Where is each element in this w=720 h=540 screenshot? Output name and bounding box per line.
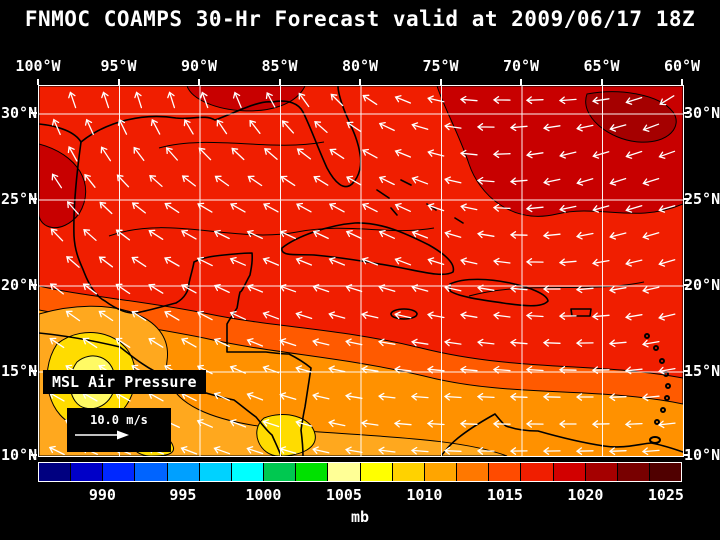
lon-label: 70°W bbox=[502, 57, 540, 75]
left-axis-ticks bbox=[31, 85, 37, 456]
hispaniola bbox=[449, 278, 549, 307]
latitude-axis-right: 30°N 25°N 20°N 15°N 10°N bbox=[684, 85, 720, 464]
axis-tick bbox=[359, 79, 361, 85]
colorbar-tick-labels: 990 995 1000 1005 1010 1015 1020 1025 bbox=[38, 486, 684, 504]
colorbar-segment bbox=[616, 463, 649, 481]
colorbar-segment bbox=[39, 463, 71, 481]
lat-label: 10°N bbox=[684, 446, 720, 464]
top-axis-ticks bbox=[37, 79, 683, 85]
axis-tick bbox=[198, 79, 200, 85]
colorbar-segment bbox=[456, 463, 489, 481]
colorbar-segment bbox=[263, 463, 296, 481]
lat-label: 15°N bbox=[1, 362, 38, 380]
axis-tick bbox=[31, 370, 37, 372]
colorbar-tick-label: 1000 bbox=[245, 486, 282, 504]
colorbar-segment bbox=[295, 463, 328, 481]
florida-coast bbox=[271, 86, 362, 188]
colorbar-tick-label: 1010 bbox=[406, 486, 443, 504]
axis-tick bbox=[683, 284, 689, 286]
pressure-map-figure bbox=[39, 86, 683, 456]
cuba bbox=[281, 222, 455, 276]
map-canvas: MSL Air Pressure 10.0 m/s bbox=[38, 85, 684, 457]
lat-label: 20°N bbox=[1, 276, 38, 294]
graticule-grid bbox=[39, 86, 683, 456]
axis-tick bbox=[31, 112, 37, 114]
axis-tick bbox=[683, 112, 689, 114]
axis-tick bbox=[600, 79, 603, 85]
colorbar-tick-label: 1005 bbox=[325, 486, 362, 504]
mexico-centralamerica-coast bbox=[73, 141, 312, 456]
colorbar-segment bbox=[359, 463, 392, 481]
colorbar-segment bbox=[230, 463, 264, 481]
axis-tick bbox=[683, 454, 689, 456]
latitude-axis-left: 30°N 25°N 20°N 15°N 10°N bbox=[1, 85, 38, 464]
lon-label: 60°W bbox=[663, 57, 701, 75]
colorbar-segment bbox=[520, 463, 553, 481]
axis-tick bbox=[31, 454, 37, 456]
lat-label: 25°N bbox=[684, 190, 720, 208]
axis-tick bbox=[439, 79, 442, 85]
colorbar-segment bbox=[648, 463, 682, 481]
axis-tick bbox=[37, 79, 39, 85]
isobar-contours bbox=[108, 141, 645, 297]
axis-tick bbox=[681, 79, 683, 85]
lon-label: 85°W bbox=[261, 57, 298, 75]
colorbar-segment bbox=[327, 463, 360, 481]
page-title: FNMOC COAMPS 30-Hr Forecast valid at 200… bbox=[24, 7, 696, 31]
colorbar-tick-label: 1015 bbox=[486, 486, 523, 504]
axis-tick bbox=[683, 370, 689, 372]
colorbar-segment bbox=[584, 463, 617, 481]
lon-label: 95°W bbox=[100, 57, 137, 75]
lon-label: 80°W bbox=[341, 57, 379, 75]
lat-label: 15°N bbox=[684, 362, 720, 380]
colorbar-segment bbox=[102, 463, 135, 481]
axis-tick bbox=[683, 198, 689, 200]
wind-scale-legend: 10.0 m/s bbox=[67, 408, 171, 452]
jamaica bbox=[390, 308, 418, 320]
colorbar-segment bbox=[391, 463, 424, 481]
puerto-rico bbox=[570, 308, 592, 317]
pressure-colorbar bbox=[38, 462, 682, 482]
lon-label: 100°W bbox=[15, 57, 61, 75]
field-label: MSL Air Pressure bbox=[43, 370, 206, 394]
axis-tick bbox=[117, 79, 120, 85]
lon-label: 75°W bbox=[422, 57, 459, 75]
lesser-antilles bbox=[644, 333, 671, 444]
colorbar-segment bbox=[423, 463, 457, 481]
wind-scale-arrow-icon bbox=[75, 430, 129, 440]
colorbar-segment bbox=[70, 463, 103, 481]
axis-tick bbox=[520, 79, 522, 85]
lon-label: 90°W bbox=[180, 57, 218, 75]
wind-vector-arrows bbox=[48, 91, 676, 456]
colorbar-segment bbox=[198, 463, 231, 481]
lat-label: 20°N bbox=[684, 276, 720, 294]
lat-label: 30°N bbox=[1, 104, 38, 122]
south-america-coast bbox=[440, 413, 683, 456]
wind-scale-label: 10.0 m/s bbox=[90, 413, 148, 427]
colorbar-segment bbox=[488, 463, 521, 481]
colorbar-tick-label: 1025 bbox=[647, 486, 684, 504]
axis-tick bbox=[278, 79, 281, 85]
axis-tick bbox=[31, 198, 37, 200]
colorbar-segment bbox=[552, 463, 585, 481]
lat-label: 25°N bbox=[1, 190, 38, 208]
lon-label: 65°W bbox=[583, 57, 620, 75]
colorbar-unit-label: mb bbox=[350, 508, 370, 526]
longitude-axis: 100°W 95°W 90°W 85°W 80°W 75°W 70°W 65°W 60°W bbox=[15, 57, 700, 75]
lat-label: 10°N bbox=[1, 446, 38, 464]
right-axis-ticks bbox=[683, 85, 689, 456]
colorbar-segment bbox=[166, 463, 199, 481]
colorbar-tick-label: 990 bbox=[88, 486, 116, 504]
colorbar-segment bbox=[134, 463, 167, 481]
colorbar-tick-label: 1020 bbox=[567, 486, 604, 504]
colorbar-tick-label: 995 bbox=[169, 486, 197, 504]
axis-tick bbox=[31, 284, 37, 286]
lat-label: 30°N bbox=[684, 104, 720, 122]
